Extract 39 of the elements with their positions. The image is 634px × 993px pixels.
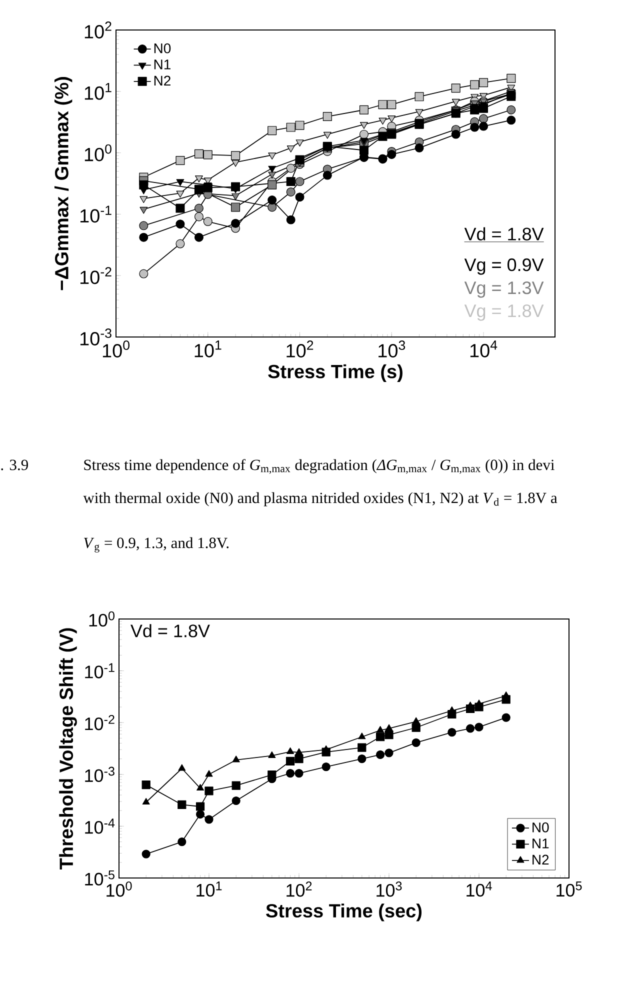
text: with thermal oxide (N0) and plasma nitrided oxides (N1, N2) at V$_{d}$ = 1.8V a: [83, 492, 558, 506]
y-tick-label: 10$^{0}$: [89, 611, 114, 627]
legend-label: N0: [154, 43, 171, 54]
annotation: Vd = 1.8V: [464, 227, 544, 240]
x-tick-label: 10$^{2}$: [286, 340, 314, 358]
annotation: Vd = 1.8V: [130, 624, 210, 638]
y-axis-title: Threshold Voltage Shift (V): [59, 628, 77, 870]
y-tick-label: 10$^{-1}$: [80, 206, 112, 223]
x-tick-label: 10$^{4}$: [466, 882, 492, 897]
legend-label: N1: [532, 838, 549, 848]
x-tick-label: 10$^{1}$: [194, 340, 222, 358]
legend-label: N1: [154, 60, 170, 70]
x-axis-title: Stress Time (sec): [266, 904, 422, 922]
x-tick-label: 10$^{3}$: [378, 340, 406, 358]
legend-label: N0: [532, 822, 549, 832]
y-tick-label: 10$^{-1}$: [85, 663, 114, 678]
y-tick-label: 10$^{-2}$: [80, 267, 112, 284]
x-tick-label: 10$^{3}$: [376, 882, 402, 897]
legend-label: N2: [154, 76, 170, 86]
x-axis-title: Stress Time (s): [268, 364, 402, 382]
y-tick-label: 10$^{2}$: [84, 22, 112, 38]
x-tick-label: 10$^{4}$: [470, 340, 498, 358]
x-tick-label: 10$^{5}$: [556, 882, 582, 897]
y-tick-label: 10$^{0}$: [84, 144, 112, 162]
y-axis-title: −ΔGmmax / Gmmax (%): [54, 77, 72, 290]
y-tick-label: 10$^{1}$: [84, 82, 112, 100]
annotation: Vg = 1.3V: [464, 281, 544, 298]
text: . 3.9: [1, 460, 28, 470]
y-tick-label: 10$^{-3}$: [85, 766, 114, 782]
legend-label: N2: [532, 854, 549, 865]
x-tick-label: 10$^{2}$: [286, 882, 312, 897]
x-tick-label: 10$^{0}$: [106, 882, 132, 897]
y-tick-label: 10$^{-4}$: [85, 818, 115, 834]
y-tick-label: 10$^{-2}$: [85, 714, 114, 730]
x-tick-label: 10$^{1}$: [196, 882, 222, 897]
text: V$_{g}$ = 0.9, 1.3, and 1.8V.: [84, 537, 229, 552]
text: Stress time dependence of G$_{m,max}$ degradation (ΔG$_{m,max}$ / G$_{m,max}$ (0)) in devi: [84, 459, 554, 474]
annotation: Vg = 1.8V: [464, 304, 544, 321]
annotation: Vg = 0.9V: [464, 258, 544, 275]
